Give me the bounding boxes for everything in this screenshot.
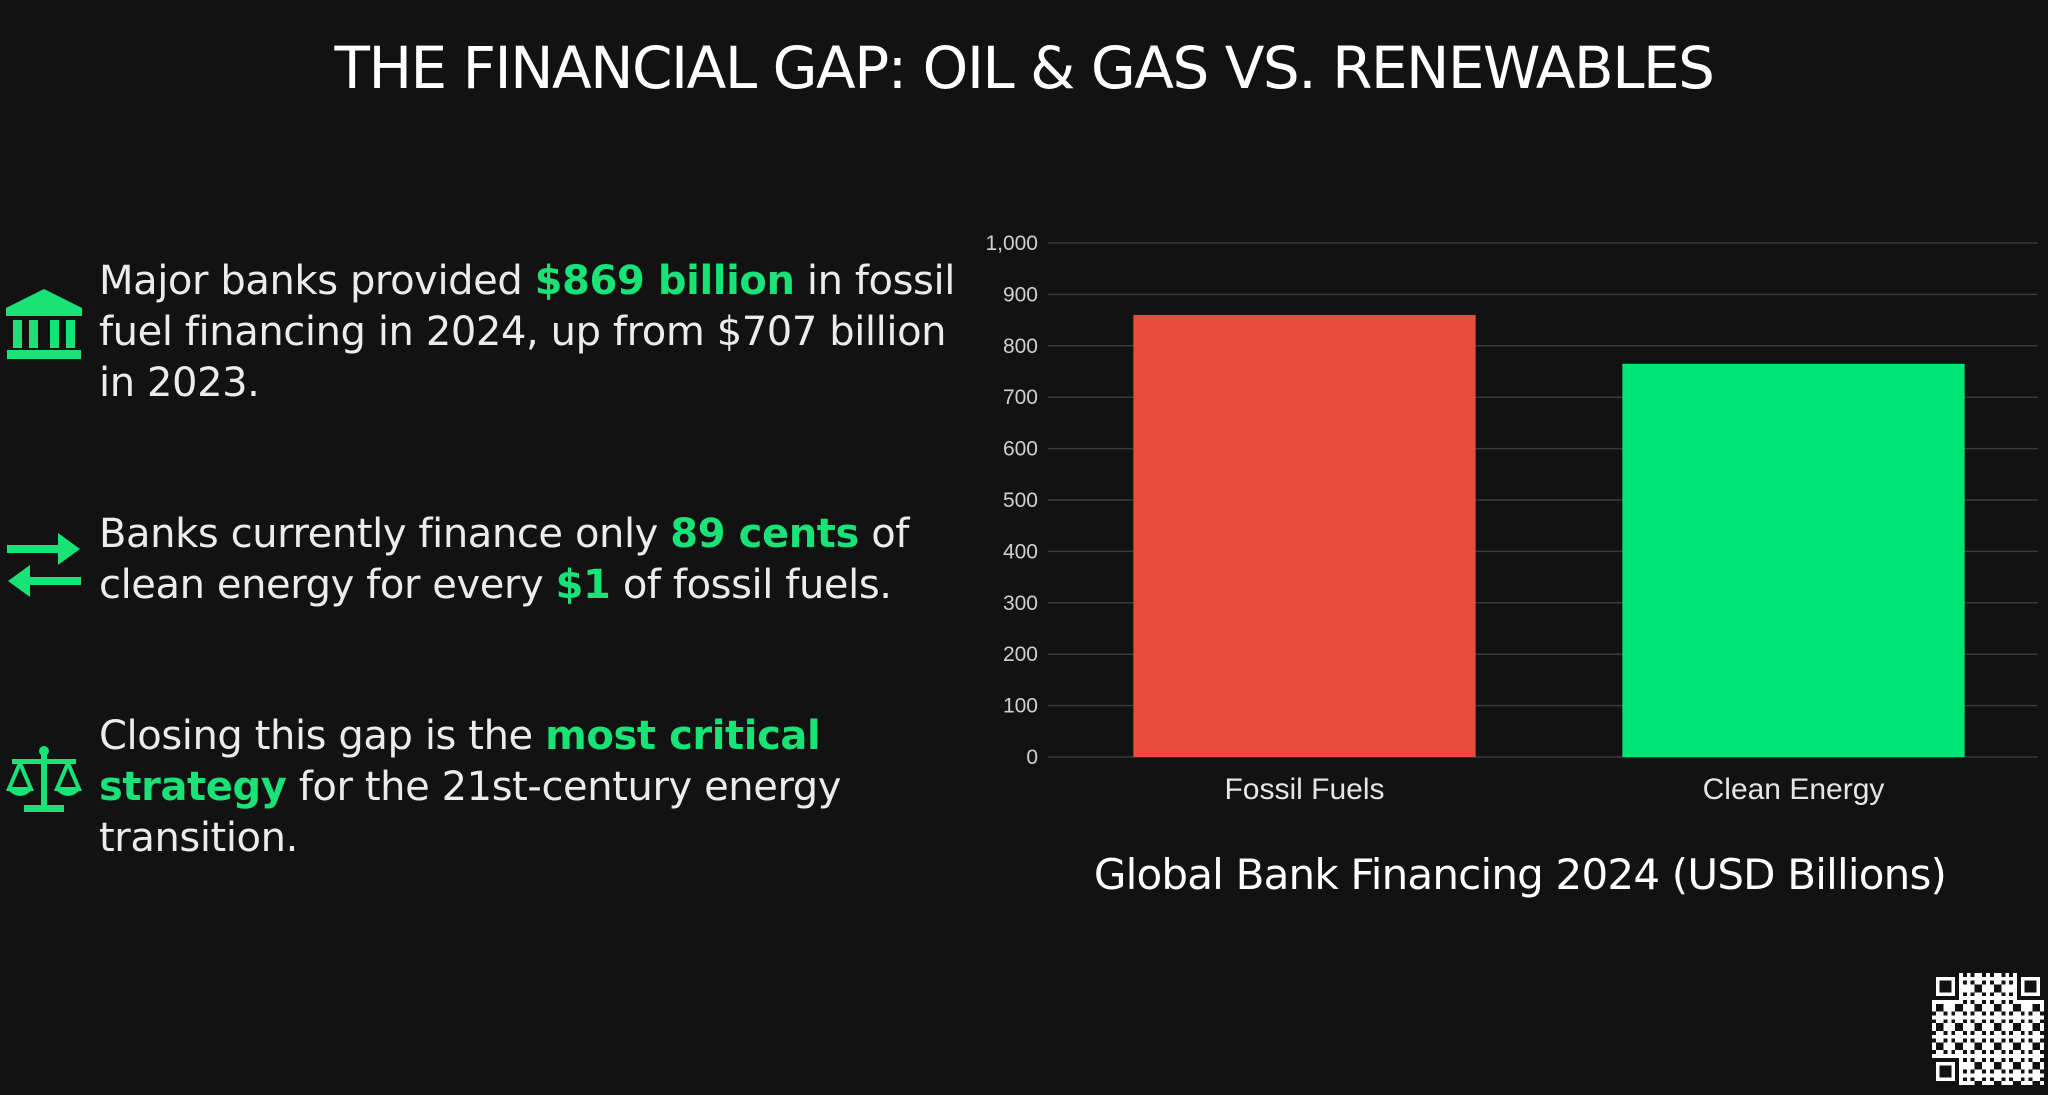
y-tick-label: 900 xyxy=(1003,283,1038,306)
fact-text-segment: Banks currently finance only xyxy=(99,511,671,557)
fact-text-segment: in fossil fuel financing in 2024, up fro… xyxy=(99,258,955,406)
y-tick-label: 100 xyxy=(1003,695,1038,718)
fact-text-segment: of clean energy for every xyxy=(99,511,909,608)
y-tick-label: 0 xyxy=(1026,746,1038,769)
y-tick-label: 300 xyxy=(1003,592,1038,615)
x-tick-label: Fossil Fuels xyxy=(1224,773,1384,806)
bar-clean-energy xyxy=(1622,363,1965,757)
chart-title: Global Bank Financing 2024 (USD Billions… xyxy=(1093,850,1947,899)
y-tick-label: 1,000 xyxy=(985,232,1038,255)
chart-labels: 0 100 200 300 400 500 600 700 800 900 1,000 Fossil … xyxy=(985,232,1884,806)
y-tick-label: 200 xyxy=(1003,643,1038,666)
fact-text-segment: Major banks provided xyxy=(99,258,535,304)
y-tick-label: 700 xyxy=(1003,386,1038,409)
y-tick-label: 600 xyxy=(1003,438,1038,461)
bar-fossil-fuels xyxy=(1133,314,1476,757)
fact-text: Banks currently finance only 89 cents of… xyxy=(99,509,979,611)
highlight-cents: 89 cents xyxy=(670,511,859,557)
bank-icon xyxy=(6,289,82,359)
chart-bars xyxy=(1133,314,1965,757)
fact-text-segment: for the 21st-century energy transition. xyxy=(99,764,842,861)
balance-scale-icon xyxy=(5,746,83,812)
fact-text-segment: Closing this gap is the xyxy=(99,713,546,759)
y-tick-label: 500 xyxy=(1003,489,1038,512)
exchange-arrows-icon xyxy=(7,533,81,597)
financing-bar-chart: 0 100 200 300 400 500 600 700 800 900 1,000 Fossil … xyxy=(960,225,2040,830)
fact-text: Major banks provided $869 billion in fos… xyxy=(99,256,979,409)
x-tick-label: Clean Energy xyxy=(1703,773,1885,806)
fact-text-segment: of fossil fuels. xyxy=(610,562,892,608)
highlight-strategy: most critical strategy xyxy=(99,713,821,810)
highlight-amount: $869 billion xyxy=(534,258,795,304)
qr-code-icon xyxy=(1932,973,2044,1085)
highlight-dollar: $1 xyxy=(555,562,611,608)
fact-text: Closing this gap is the most critical st… xyxy=(99,711,979,864)
y-tick-label: 800 xyxy=(1003,335,1038,358)
chart-plot: 0 100 200 300 400 500 600 700 800 900 1,000 Fossil … xyxy=(985,232,2038,806)
page-title: THE FINANCIAL GAP: OIL & GAS VS. RENEWAB… xyxy=(334,34,1715,102)
y-tick-label: 400 xyxy=(1003,540,1038,563)
